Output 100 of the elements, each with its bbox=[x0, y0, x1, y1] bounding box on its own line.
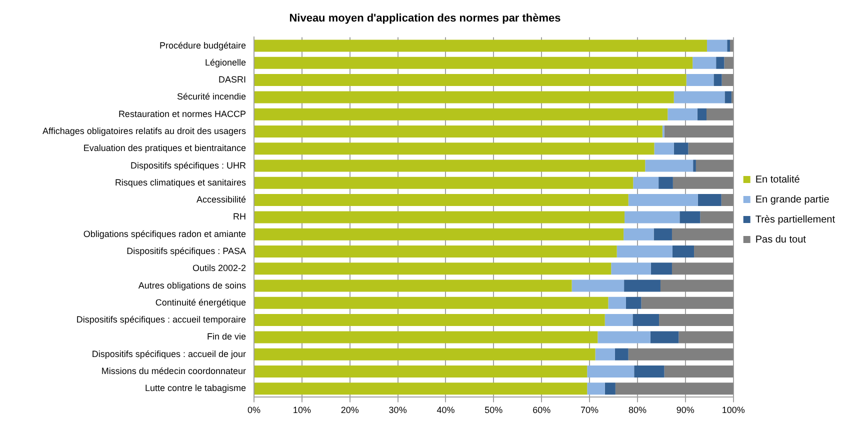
y-tick-label: Missions du médecin coordonnateur bbox=[101, 366, 246, 376]
bar bbox=[654, 142, 674, 155]
bar bbox=[659, 314, 734, 326]
bar bbox=[645, 160, 694, 172]
bar bbox=[254, 296, 608, 309]
bar bbox=[672, 228, 734, 240]
bar bbox=[616, 245, 672, 258]
bar bbox=[674, 91, 725, 104]
x-tick-label: 90% bbox=[676, 405, 694, 416]
y-tick-label: Fin de vie bbox=[206, 332, 246, 342]
bar bbox=[254, 262, 612, 275]
y-tick-label: Dispositifs spécifiques : UHR bbox=[130, 160, 246, 170]
bar bbox=[254, 348, 596, 360]
bar bbox=[254, 211, 625, 224]
bar bbox=[254, 108, 668, 120]
y-tick-label: Légionelle bbox=[204, 57, 246, 68]
bar bbox=[664, 125, 734, 138]
legend-label: En totalité bbox=[755, 174, 800, 186]
bar bbox=[686, 74, 714, 86]
bar bbox=[615, 382, 734, 395]
x-tick-label: 50% bbox=[484, 405, 503, 416]
x-tick-label: 40% bbox=[436, 405, 455, 416]
bar bbox=[674, 142, 688, 155]
legend-label: En grande partie bbox=[755, 194, 830, 206]
bar bbox=[254, 176, 634, 189]
bar bbox=[650, 331, 679, 344]
x-tick-label: 100% bbox=[722, 405, 745, 416]
bar bbox=[688, 142, 734, 155]
bar bbox=[724, 91, 732, 104]
bar bbox=[634, 365, 664, 378]
bar bbox=[624, 280, 660, 292]
bar bbox=[608, 296, 626, 309]
bar bbox=[672, 176, 734, 189]
bar bbox=[598, 331, 650, 344]
bar bbox=[254, 56, 693, 69]
x-tick-label: 60% bbox=[532, 405, 551, 416]
bar bbox=[672, 245, 694, 258]
bar bbox=[254, 382, 588, 395]
x-tick-label: 80% bbox=[628, 405, 646, 416]
bar bbox=[254, 280, 572, 292]
bar bbox=[633, 176, 659, 189]
chart-title: Niveau moyen d'application des normes par thèmes bbox=[289, 12, 561, 25]
y-tick-label: Lutte contre le tabagisme bbox=[144, 383, 246, 394]
bar bbox=[254, 365, 588, 378]
bar bbox=[611, 262, 651, 275]
bar bbox=[706, 108, 734, 120]
bar bbox=[678, 331, 734, 344]
legend-label: Pas du tout bbox=[755, 234, 806, 246]
bar bbox=[694, 245, 734, 258]
bar bbox=[614, 348, 628, 360]
y-tick-label: Obligations spécifiques radon et amiante bbox=[83, 228, 246, 239]
bar bbox=[254, 160, 646, 172]
y-tick-label: Affichages obligatoires relatifs au droit des usagers bbox=[42, 126, 246, 136]
y-tick-label: Risques climatiques et sanitaires bbox=[114, 177, 246, 188]
bar bbox=[692, 56, 716, 69]
bar bbox=[696, 160, 734, 172]
bar bbox=[660, 280, 734, 292]
bar bbox=[668, 108, 698, 120]
legend-label: Très partiellement bbox=[755, 214, 836, 226]
bar bbox=[700, 211, 734, 224]
y-tick-label: Restauration et normes HACCP bbox=[118, 108, 246, 119]
bar bbox=[254, 228, 624, 240]
y-tick-label: Evaluation des pratiques et bientraitance bbox=[83, 143, 246, 154]
bar bbox=[572, 280, 624, 292]
bar bbox=[654, 228, 672, 240]
y-tick-label: RH bbox=[233, 212, 246, 222]
bar bbox=[254, 331, 598, 344]
bar bbox=[624, 228, 654, 240]
bar bbox=[254, 74, 686, 86]
bar bbox=[658, 176, 673, 189]
bar bbox=[664, 365, 734, 378]
bar bbox=[697, 108, 706, 120]
bar bbox=[722, 74, 734, 86]
bar bbox=[604, 314, 633, 326]
x-tick-label: 30% bbox=[388, 405, 407, 416]
y-tick-label: Dispositifs spécifiques : PASA bbox=[126, 246, 246, 256]
bar bbox=[650, 262, 672, 275]
bar bbox=[587, 382, 605, 395]
bar bbox=[254, 142, 654, 155]
bar bbox=[604, 382, 616, 395]
x-tick-label: 20% bbox=[340, 405, 359, 416]
y-tick-label: Dispositifs spécifiques : accueil temporaire bbox=[76, 314, 246, 325]
bar bbox=[254, 91, 674, 104]
bar bbox=[595, 348, 615, 360]
bar bbox=[706, 40, 728, 52]
bar bbox=[716, 56, 724, 69]
y-tick-label: Procédure budgétaire bbox=[159, 40, 246, 50]
y-tick-label: Outils 2002-2 bbox=[192, 263, 246, 274]
bar bbox=[641, 296, 734, 309]
bar bbox=[698, 194, 722, 206]
bar bbox=[721, 194, 734, 206]
y-tick-label: DASRI bbox=[218, 74, 246, 85]
y-tick-label: Dispositifs spécifiques : accueil de jour bbox=[92, 348, 246, 359]
bar bbox=[714, 74, 722, 86]
bar bbox=[626, 296, 642, 309]
bar bbox=[254, 125, 662, 138]
bar bbox=[624, 211, 680, 224]
bar bbox=[672, 262, 734, 275]
bar bbox=[632, 314, 660, 326]
bar bbox=[587, 365, 634, 378]
